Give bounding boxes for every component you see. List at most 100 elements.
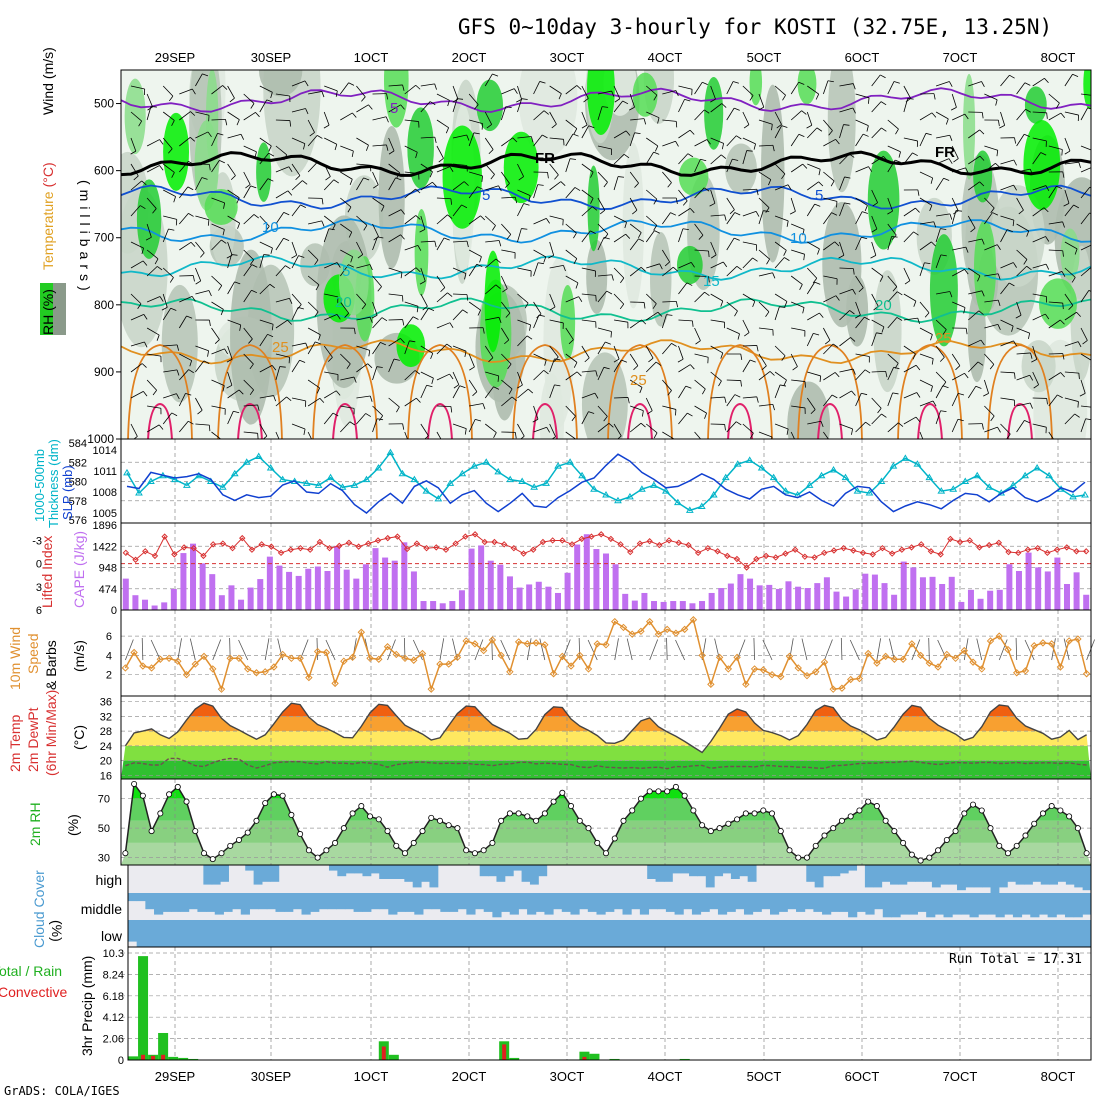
- wind-barb: [823, 295, 837, 303]
- wind-barb: [597, 290, 608, 303]
- wind-speed-point: [637, 627, 645, 636]
- wind-speed-point: [925, 659, 934, 667]
- lifted-index-point: [908, 544, 915, 551]
- wind-barb: [806, 267, 818, 279]
- cloud-cell: [917, 920, 927, 947]
- wind-barb: [1000, 262, 1014, 269]
- wind-barb-feather: [605, 341, 611, 345]
- isotherm-hot-loop: [237, 402, 263, 439]
- lifted-index-point: [452, 540, 459, 547]
- wind-speed-point: [436, 660, 444, 668]
- surface-wind-barb: [1015, 637, 1018, 661]
- wind-barb: [645, 345, 654, 359]
- wind-barb-feather: [573, 128, 578, 135]
- thickness-point: [458, 469, 467, 477]
- thickness-point: [781, 487, 790, 494]
- cape-bar: [574, 544, 581, 610]
- contour-label: 5: [342, 263, 350, 280]
- wind-barb-feather: [229, 97, 235, 103]
- wind-barb: [243, 353, 254, 365]
- rh2m-point: [559, 789, 566, 796]
- wind-barb: [823, 171, 835, 182]
- thickness-point: [661, 487, 670, 494]
- wind-barb: [275, 190, 289, 199]
- rh2m-point: [646, 788, 653, 795]
- wind-barb-feather: [295, 175, 301, 181]
- cape-bar: [939, 583, 946, 610]
- precip-convective-bar: [151, 1055, 156, 1060]
- wind-barb: [630, 405, 644, 412]
- surface-wind-barb: [141, 637, 144, 661]
- wind-barb-feather: [963, 307, 966, 314]
- wind-barb-feather: [255, 112, 260, 118]
- wind-barb: [291, 293, 302, 305]
- wind-barb: [420, 163, 433, 173]
- cloud-cell: [735, 893, 745, 910]
- wind-barb: [147, 405, 161, 409]
- wind-barb: [195, 397, 203, 411]
- thickness-point: [865, 489, 874, 496]
- wind-barb-feather: [336, 262, 341, 268]
- wind-barb: [468, 186, 478, 199]
- wind-barb: [340, 421, 351, 433]
- wind-barb-feather: [864, 369, 871, 374]
- wind-barb: [179, 369, 189, 381]
- wind-barb-feather: [1074, 413, 1080, 418]
- rh2m-point: [174, 783, 181, 790]
- wind-barb: [517, 189, 531, 196]
- wind-barb-feather: [234, 281, 241, 285]
- wind-barb-feather: [858, 287, 864, 293]
- wind-barb: [420, 240, 435, 243]
- wind-barb: [340, 301, 350, 314]
- wind-barb-feather: [449, 166, 454, 172]
- contour-label: 5: [390, 100, 398, 117]
- rh-gray-area: [1070, 245, 1091, 381]
- wind-barb: [1080, 266, 1091, 277]
- cloud-cell: [960, 893, 971, 915]
- cloud-cell: [513, 865, 523, 871]
- cloud-cell: [1082, 893, 1092, 915]
- cape-bar: [1083, 594, 1090, 610]
- axis-tick-label: 1014: [93, 445, 117, 457]
- wind-barb: [871, 101, 882, 113]
- wind-barb-feather: [480, 215, 486, 221]
- wind-barb-feather: [880, 101, 887, 106]
- wind-barb: [452, 309, 463, 321]
- wind-barb: [308, 220, 322, 225]
- cloud-cell: [865, 893, 875, 915]
- wind-barb: [501, 379, 513, 390]
- wind-barb-feather: [852, 107, 856, 114]
- cloud-cell: [414, 920, 424, 947]
- wind-barb-feather: [810, 409, 816, 415]
- wind-barb-feather: [1060, 372, 1065, 378]
- rh-green-area: [442, 125, 482, 229]
- cloud-cell: [730, 865, 740, 879]
- wind-barb-feather: [620, 277, 625, 284]
- cloud-cell: [412, 865, 422, 888]
- cloud-cell: [1056, 920, 1066, 947]
- wind-barb: [307, 275, 320, 286]
- wind-barb: [742, 345, 757, 347]
- wind-barb: [291, 241, 298, 256]
- cape-bar: [564, 572, 571, 610]
- wind-barb: [275, 366, 281, 381]
- rh2m-point: [856, 807, 863, 814]
- cloud-cell: [220, 865, 229, 882]
- wind-barb-feather: [592, 206, 598, 211]
- precip-convective-bar: [381, 1046, 386, 1060]
- cloud-cell: [787, 920, 797, 947]
- wind-barb: [823, 431, 829, 439]
- wind-barb-feather: [709, 202, 716, 207]
- wind-barb-feather: [690, 262, 695, 268]
- wind-barb-feather: [970, 227, 976, 233]
- wind-barb: [694, 405, 707, 414]
- cloud-cell: [948, 865, 958, 885]
- wind-barb-feather: [980, 339, 985, 346]
- wind-barb-feather: [729, 209, 735, 215]
- wind-barb: [275, 353, 290, 358]
- wind-barb: [581, 85, 589, 99]
- wind-barb: [839, 176, 845, 191]
- lifted-index-point: [888, 550, 896, 557]
- cape-bar: [180, 553, 187, 610]
- wind-barb-feather: [138, 120, 143, 127]
